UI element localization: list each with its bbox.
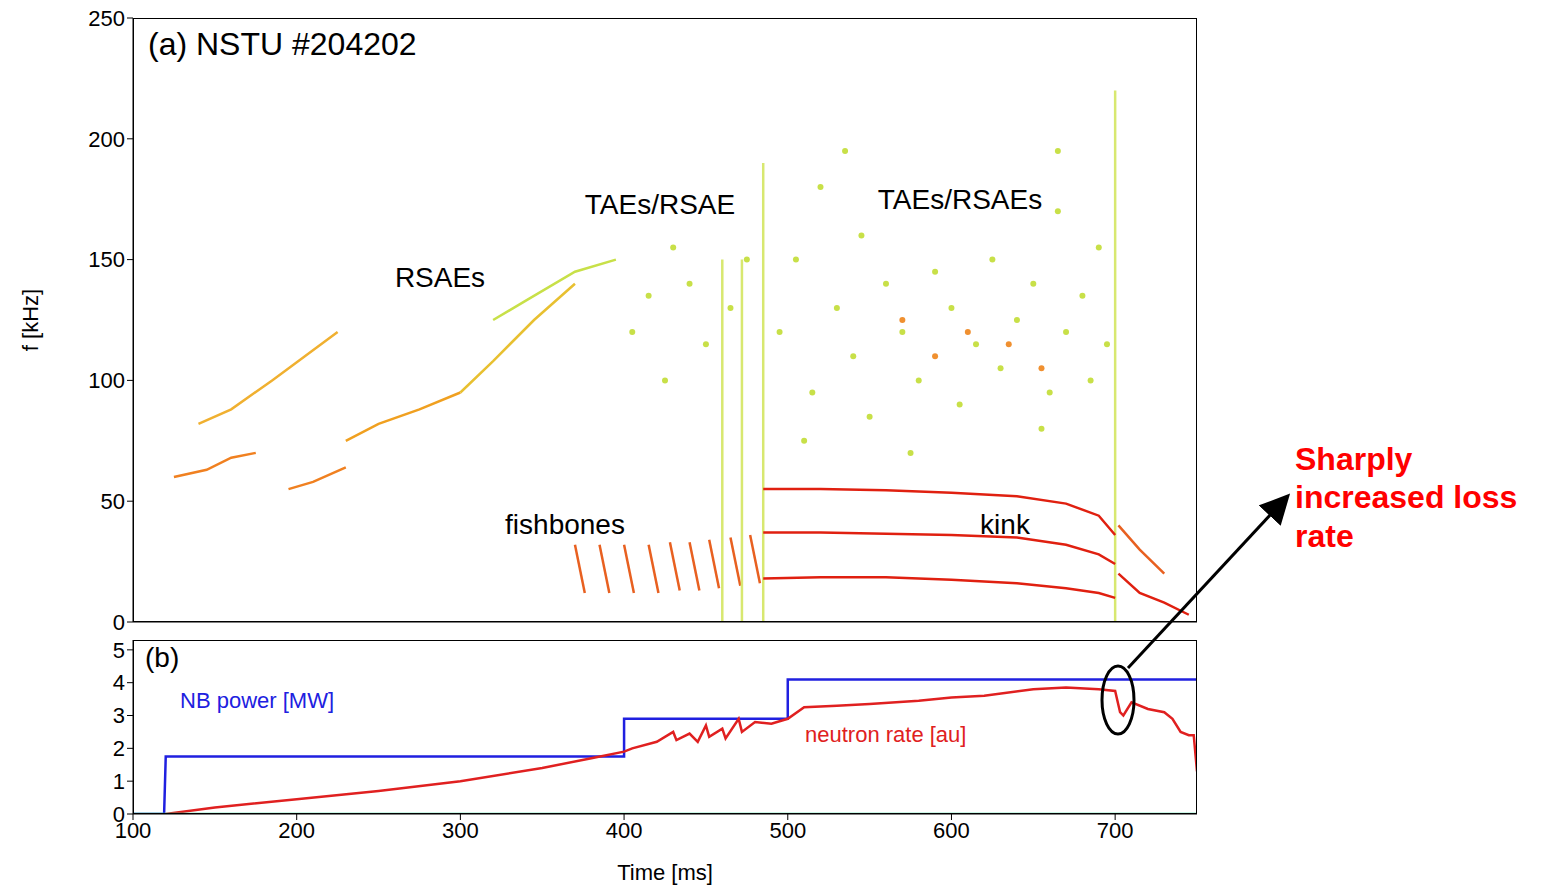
html-text:Sharply increased loss rate: Sharply increased loss rate [1295, 441, 1518, 554]
html-text:fishbones: fishbones [505, 509, 625, 540]
svg-text:500: 500 [769, 818, 806, 843]
svg-text:300: 300 [442, 818, 479, 843]
svg-text:Time [ms]: Time [ms] [617, 860, 713, 885]
html-text:neutron rate [au]: neutron rate [au] [805, 722, 967, 747]
svg-text:400: 400 [606, 818, 643, 843]
svg-text:2: 2 [113, 736, 125, 761]
svg-text:3: 3 [113, 703, 125, 728]
svg-text:100: 100 [88, 368, 125, 393]
svg-text:1: 1 [113, 769, 125, 794]
html-text:kink: kink [980, 509, 1030, 540]
svg-text:5: 5 [113, 638, 125, 663]
html-text:TAEs/RSAEs: TAEs/RSAEs [877, 184, 1043, 215]
html-text:(a) NSTU #204202: (a) NSTU #204202 [148, 26, 417, 62]
svg-text:600: 600 [933, 818, 970, 843]
svg-text:200: 200 [88, 127, 125, 152]
svg-text:f [kHz]: f [kHz] [18, 289, 43, 351]
html-text:(b): (b) [145, 642, 180, 673]
svg-text:250: 250 [88, 6, 125, 31]
svg-text:700: 700 [1097, 818, 1134, 843]
svg-text:200: 200 [278, 818, 315, 843]
html-text:RSAEs: RSAEs [394, 262, 486, 293]
html-text:NB power [MW]: NB power [MW] [180, 688, 334, 713]
svg-text:4: 4 [113, 670, 125, 695]
svg-text:100: 100 [114, 817, 152, 843]
svg-text:50: 50 [101, 489, 125, 514]
svg-text:0: 0 [113, 802, 125, 827]
svg-text:150: 150 [88, 247, 125, 272]
html-text:TAEs/RSAE: TAEs/RSAE [584, 189, 736, 220]
svg-text:0: 0 [113, 610, 125, 635]
